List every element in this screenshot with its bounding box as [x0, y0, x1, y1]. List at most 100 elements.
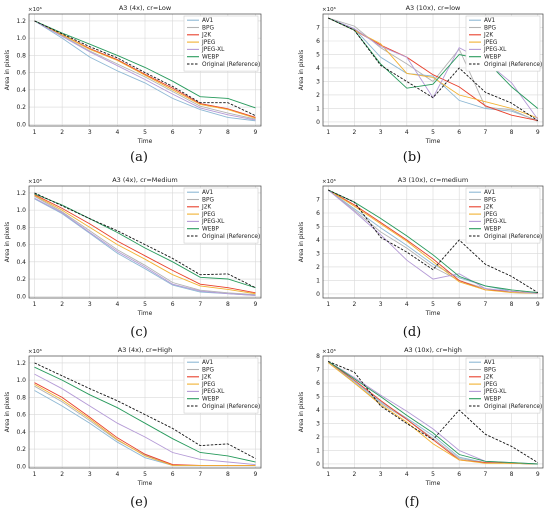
legend-label: WEBP	[202, 397, 219, 403]
legend-label: JPEG	[201, 382, 216, 388]
legend-label: Original (Reference)	[484, 404, 542, 410]
chart-title: A3 (4x), cr=Medium	[112, 176, 178, 184]
y-tick-label: 0.6	[16, 242, 26, 249]
series-line-av1	[327, 189, 538, 294]
legend-label: BPG	[484, 25, 496, 31]
x-tick-label: 5	[143, 471, 147, 478]
x-tick-label: 5	[431, 471, 435, 478]
legend-label: JPEG-XL	[201, 219, 225, 225]
legend-label: J2K	[483, 375, 493, 381]
x-tick-label: 6	[171, 471, 175, 478]
x-tick-label: 2	[60, 471, 64, 478]
legend-label: JPEG-XL	[201, 47, 225, 53]
plot-frame	[322, 185, 544, 299]
series-line-jpeg-xl	[34, 373, 256, 466]
x-tick-label: 4	[405, 471, 409, 478]
x-tick-label: 8	[226, 129, 230, 136]
y-tick-label: 4	[316, 407, 320, 414]
y-tick-label: 1.0	[16, 207, 26, 214]
series-line-bpg	[328, 17, 538, 122]
x-tick-label: 2	[353, 301, 357, 308]
y-axis-label: Area in pixels	[298, 392, 305, 432]
legend-box	[465, 187, 541, 244]
x-tick-label: 5	[431, 301, 435, 308]
y-tick-label: 0.6	[16, 412, 26, 419]
chart-panel-0: 1 2 3 4 5 6 7 8 9 0.0 0.2 0.4 0.6 0.8 1.0 1.2×10⁶ A3 (4x…	[4, 4, 262, 145]
series-line-webp	[327, 361, 538, 465]
legend-label: AV1	[484, 360, 496, 366]
legend-label: JPEG	[483, 382, 498, 388]
legend-label: JPEG	[483, 40, 498, 46]
x-tick-label: 9	[536, 471, 540, 478]
series-line-original-reference-	[34, 20, 256, 117]
y-axis-label: Area in pixels	[298, 222, 305, 262]
series-line-jpeg-xl	[34, 197, 256, 296]
y-axis-label: Area in pixels	[4, 222, 11, 262]
y-tick-label: 0.2	[16, 276, 26, 283]
legend-label: BPG	[202, 367, 214, 373]
legend-label: J2K	[483, 205, 493, 211]
x-tick-label: 9	[254, 471, 258, 478]
x-tick-label: 2	[353, 129, 357, 136]
legend-label: WEBP	[484, 397, 501, 403]
x-axis-label: Time	[425, 310, 441, 317]
legend-label: AV1	[202, 18, 214, 24]
legend-label: BPG	[484, 197, 496, 203]
series-line-original-reference-	[328, 17, 539, 121]
y-axis-label: Area in pixels	[4, 50, 11, 90]
chart-title: A3 (4x), cr=Low	[119, 4, 172, 12]
y-tick-label: 3	[316, 250, 320, 257]
legend-label: JPEG-XL	[483, 389, 507, 395]
x-tick-label: 8	[226, 301, 230, 308]
x-tick-label: 1	[33, 471, 37, 478]
axis-multiplier: ×10⁶	[28, 348, 43, 355]
y-tick-label: 1.2	[16, 190, 26, 197]
x-tick-label: 4	[405, 129, 409, 136]
x-tick-label: 3	[88, 301, 92, 308]
series-line-bpg	[34, 20, 256, 120]
x-axis-label: Time	[137, 138, 153, 145]
x-tick-label: 7	[198, 301, 202, 308]
caption-e: (e)	[130, 495, 148, 510]
legend-label: BPG	[202, 25, 214, 31]
y-tick-label: 0.8	[16, 394, 26, 401]
y-axis-label: Area in pixels	[298, 50, 305, 90]
x-tick-label: 7	[483, 301, 487, 308]
x-tick-label: 3	[379, 301, 383, 308]
legend-label: Original (Reference)	[202, 234, 260, 240]
x-tick-label: 9	[254, 129, 258, 136]
caption-a: (a)	[130, 150, 148, 165]
plot-frame	[28, 355, 262, 469]
y-tick-label: 2	[316, 264, 320, 271]
y-tick-label: 4	[316, 237, 320, 244]
legend-label: AV1	[484, 18, 496, 24]
legend-label: WEBP	[484, 227, 501, 233]
x-tick-label: 1	[33, 301, 37, 308]
y-tick-label: 0.8	[16, 224, 26, 231]
axis-multiplier: ×10⁶	[28, 178, 43, 185]
x-tick-label: 9	[536, 301, 540, 308]
x-tick-label: 8	[510, 129, 514, 136]
x-tick-label: 1	[326, 129, 330, 136]
x-tick-label: 9	[254, 301, 258, 308]
y-tick-label: 5	[316, 393, 320, 400]
x-tick-label: 6	[457, 129, 461, 136]
series-line-original-reference-	[328, 189, 539, 293]
y-tick-label: 6	[316, 380, 320, 387]
y-tick-label: 0.2	[16, 446, 26, 453]
legend-label: AV1	[484, 190, 496, 196]
x-tick-label: 2	[60, 301, 64, 308]
x-tick-label: 2	[353, 471, 357, 478]
y-tick-label: 0.0	[16, 293, 26, 300]
y-tick-label: 1.2	[16, 18, 26, 25]
legend-label: J2K	[201, 375, 211, 381]
x-tick-label: 4	[115, 129, 119, 136]
axis-multiplier: ×10⁶	[322, 178, 337, 185]
x-tick-label: 7	[198, 471, 202, 478]
y-tick-label: 3	[316, 420, 320, 427]
